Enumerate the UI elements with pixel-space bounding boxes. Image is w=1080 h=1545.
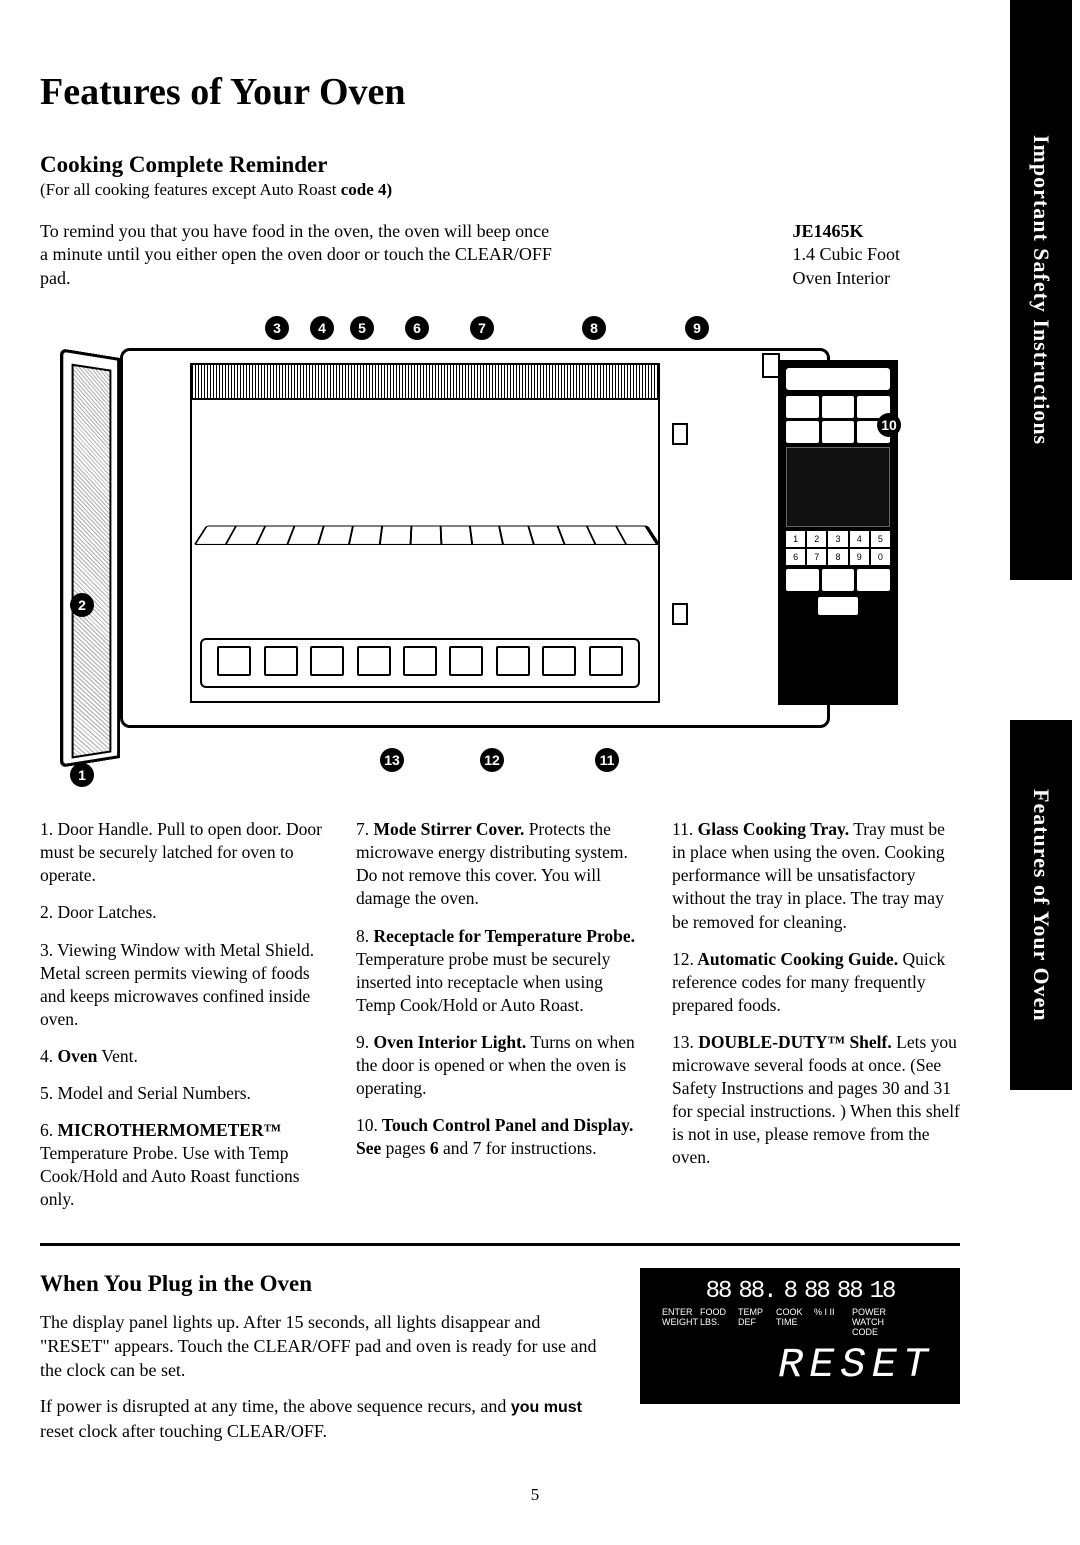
- feature-item: 10. Touch Control Panel and Display. See…: [356, 1114, 644, 1160]
- segment-label: ENTER WEIGHT: [662, 1308, 694, 1338]
- keypad-7: 7: [807, 549, 826, 565]
- segment-label: POWER WATCH CODE: [852, 1308, 884, 1338]
- keypad-4: 4: [850, 531, 869, 547]
- segment: 18: [870, 1280, 895, 1304]
- segment-label: % I II: [814, 1308, 846, 1338]
- feature-item: 11. Glass Cooking Tray. Tray must be in …: [672, 818, 960, 933]
- feature-item: 6. MICROTHERMOMETER™ Temperature Probe. …: [40, 1119, 328, 1211]
- feature-item: 3. Viewing Window with Metal Shield. Met…: [40, 939, 328, 1031]
- page-number: 5: [40, 1485, 1030, 1505]
- segment-label: TEMP DEF: [738, 1308, 770, 1338]
- keypad-3: 3: [828, 531, 847, 547]
- page-title: Features of Your Oven: [40, 70, 1030, 114]
- keypad-0: 0: [871, 549, 890, 565]
- feature-item: 13. DOUBLE-DUTY™ Shelf. Lets you microwa…: [672, 1031, 960, 1170]
- plugin-p2: If power is disrupted at any time, the a…: [40, 1394, 610, 1443]
- callout-1: 1: [70, 763, 94, 787]
- callout-5: 5: [350, 316, 374, 340]
- feature-item: 7. Mode Stirrer Cover. Protects the micr…: [356, 818, 644, 910]
- section-heading-plugin: When You Plug in the Oven: [40, 1268, 610, 1299]
- keypad-5: 5: [871, 531, 890, 547]
- keypad-8: 8: [828, 549, 847, 565]
- display-panel: 8888.8888818 ENTER WEIGHTFOOD LBS.TEMP D…: [640, 1268, 960, 1404]
- divider: [40, 1243, 960, 1246]
- feature-item: 4. Oven Vent.: [40, 1045, 328, 1068]
- feature-item: 12. Automatic Cooking Guide. Quick refer…: [672, 948, 960, 1017]
- segment: 8: [784, 1280, 796, 1304]
- callout-3: 3: [265, 316, 289, 340]
- features-list: 1. Door Handle. Pull to open door. Door …: [40, 818, 960, 1225]
- callout-9: 9: [685, 316, 709, 340]
- callout-10: 10: [877, 413, 901, 437]
- model-info: JE1465K 1.4 Cubic Foot Oven Interior: [792, 220, 900, 290]
- feature-item: 5. Model and Serial Numbers.: [40, 1082, 328, 1105]
- reminder-body: To remind you that you have food in the …: [40, 220, 560, 290]
- segment: 88: [837, 1280, 862, 1304]
- callout-12: 12: [480, 748, 504, 772]
- keypad-2: 2: [807, 531, 826, 547]
- oven-diagram: 1234567890 12345678910111213: [50, 308, 910, 798]
- keypad-9: 9: [850, 549, 869, 565]
- feature-item: 9. Oven Interior Light. Turns on when th…: [356, 1031, 644, 1100]
- keypad-6: 6: [786, 549, 805, 565]
- shelf: [200, 518, 650, 568]
- keypad-1: 1: [786, 531, 805, 547]
- feature-item: 8. Receptacle for Temperature Probe. Tem…: [356, 925, 644, 1017]
- feature-item: 2. Door Latches.: [40, 901, 328, 924]
- segment: 88: [706, 1280, 731, 1304]
- reminder-note: (For all cooking features except Auto Ro…: [40, 180, 1030, 200]
- plugin-p1: The display panel lights up. After 15 se…: [40, 1310, 610, 1383]
- callout-8: 8: [582, 316, 606, 340]
- section-heading-reminder: Cooking Complete Reminder: [40, 152, 1030, 178]
- reset-display: RESET: [654, 1344, 946, 1386]
- door-latch: [672, 603, 688, 625]
- segment: 88: [804, 1280, 829, 1304]
- callout-11: 11: [595, 748, 619, 772]
- segment-label: COOK TIME: [776, 1308, 808, 1338]
- door-latch: [672, 423, 688, 445]
- segment-label: FOOD LBS.: [700, 1308, 732, 1338]
- segment: 88.: [738, 1280, 775, 1304]
- oven-door: [60, 348, 120, 767]
- callout-4: 4: [310, 316, 334, 340]
- callout-6: 6: [405, 316, 429, 340]
- feature-item: 1. Door Handle. Pull to open door. Door …: [40, 818, 328, 887]
- control-panel: 12345 67890: [778, 360, 898, 705]
- callout-2: 2: [70, 593, 94, 617]
- callout-7: 7: [470, 316, 494, 340]
- callout-13: 13: [380, 748, 404, 772]
